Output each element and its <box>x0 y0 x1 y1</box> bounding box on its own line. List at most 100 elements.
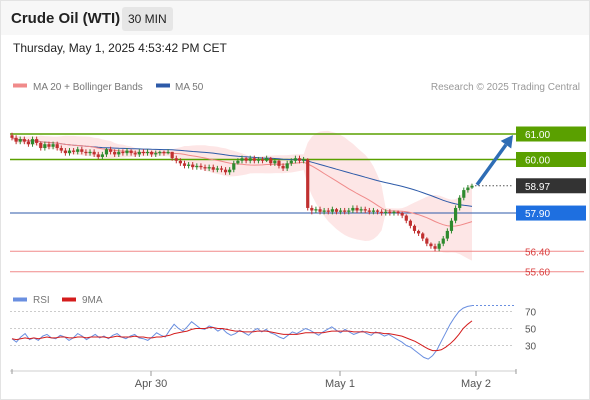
candle-body <box>375 210 380 212</box>
candle-body <box>289 160 293 164</box>
candle-body <box>302 159 306 161</box>
bollinger-band-area <box>12 130 472 261</box>
candle-body <box>326 210 330 212</box>
candle-body <box>166 151 170 154</box>
candle-body <box>437 243 441 249</box>
level-label-55.60: 55.60 <box>525 268 550 279</box>
candle-body <box>195 165 199 168</box>
x-tick-label-apr-30: Apr 30 <box>135 378 167 390</box>
candle-body <box>322 210 326 212</box>
candle-body <box>429 243 433 247</box>
candle-body <box>453 207 458 221</box>
candle-body <box>178 160 182 164</box>
rsi-panel: 70 50 30 <box>10 305 537 360</box>
candle-body <box>236 160 240 164</box>
candle-body <box>80 149 84 152</box>
candle-body <box>30 139 35 145</box>
candle-body <box>466 187 470 191</box>
candle-body <box>310 207 314 211</box>
candle-body <box>277 160 281 166</box>
x-tick-label-may-1: May 1 <box>325 378 355 390</box>
candle-body <box>421 233 425 239</box>
candle-body <box>133 153 137 155</box>
candle-body <box>252 158 256 161</box>
bollinger-band <box>12 130 472 261</box>
candle-body <box>433 246 437 249</box>
candle-body <box>125 150 129 154</box>
credit-label: Research © 2025 Trading Central <box>431 82 580 93</box>
instrument-title: Crude Oil (WTI) <box>11 10 121 27</box>
candle-body <box>462 190 466 198</box>
candle-body <box>121 151 125 154</box>
candle-body <box>203 167 207 169</box>
candle-body <box>371 210 376 212</box>
candle-body <box>158 151 162 154</box>
candle-body <box>14 137 18 142</box>
rsi-ma-legend-label: 9MA <box>82 295 103 306</box>
candle-body <box>76 149 80 152</box>
rsi-tick-70: 70 <box>525 308 537 319</box>
candle-body <box>51 144 55 147</box>
candle-body <box>154 153 158 155</box>
header-bar: Crude Oil (WTI) 30 MIN <box>1 1 589 35</box>
candle-body <box>223 169 228 173</box>
candle-body <box>55 144 59 149</box>
candle-body <box>100 154 104 157</box>
timestamp: Thursday, May 1, 2025 4:53:42 PM CET <box>13 41 227 55</box>
candle-body <box>392 211 396 214</box>
candle-body <box>137 151 141 155</box>
candle-body <box>182 163 187 166</box>
candle-body <box>47 144 51 147</box>
candle-body <box>141 151 146 154</box>
candle-body <box>84 151 88 154</box>
ma20-line <box>11 137 473 227</box>
candle-body <box>256 159 261 161</box>
candle-body <box>260 159 265 161</box>
level-label-56.40: 56.40 <box>525 247 550 258</box>
interval-badge[interactable]: 30 MIN <box>122 7 173 31</box>
candle-body <box>306 159 310 208</box>
candle-body <box>10 135 14 138</box>
rsi-legend-swatch <box>13 297 27 302</box>
candle-body <box>265 158 269 161</box>
candle-body <box>150 151 154 155</box>
candle-body <box>232 163 236 170</box>
candle-body <box>297 158 302 161</box>
candle-body <box>445 230 449 239</box>
rsi-ma-line <box>11 320 473 352</box>
level-label-57.90: 57.90 <box>525 209 550 220</box>
candle-body <box>26 141 31 145</box>
rsi-legend-label: RSI <box>33 295 50 306</box>
candle-body <box>343 210 347 212</box>
candle-body <box>117 151 121 155</box>
candle-body <box>318 209 322 212</box>
candle-body <box>104 149 109 155</box>
candle-body <box>269 158 273 164</box>
level-label-60.00: 60.00 <box>525 156 550 167</box>
price-level-labels: 61.00 60.00 58.97 57.90 56.40 55.60 <box>516 126 586 279</box>
forecast-arrow-shaft <box>475 143 508 186</box>
candle-body <box>441 238 445 244</box>
candle-body <box>425 238 429 244</box>
candle-body <box>191 164 195 168</box>
candle-body <box>351 207 355 211</box>
candle-body <box>129 150 133 154</box>
candle-body <box>380 211 384 214</box>
forecast-arrow <box>475 135 513 186</box>
bollinger-legend-swatch <box>13 83 27 88</box>
candle-body <box>347 210 351 212</box>
candle-body <box>67 150 72 154</box>
candle-body <box>281 165 285 169</box>
candle-body <box>39 142 43 149</box>
candle-body <box>43 144 47 149</box>
rsi-tick-50: 50 <box>525 325 537 336</box>
candle-body <box>396 211 400 214</box>
candle-body <box>88 151 92 154</box>
candle-body <box>293 158 297 161</box>
candle-body <box>470 185 474 188</box>
candle-body <box>162 151 166 154</box>
candle-body <box>35 139 39 143</box>
candle-body <box>244 158 248 161</box>
rsi-ma-legend-swatch <box>62 297 76 302</box>
